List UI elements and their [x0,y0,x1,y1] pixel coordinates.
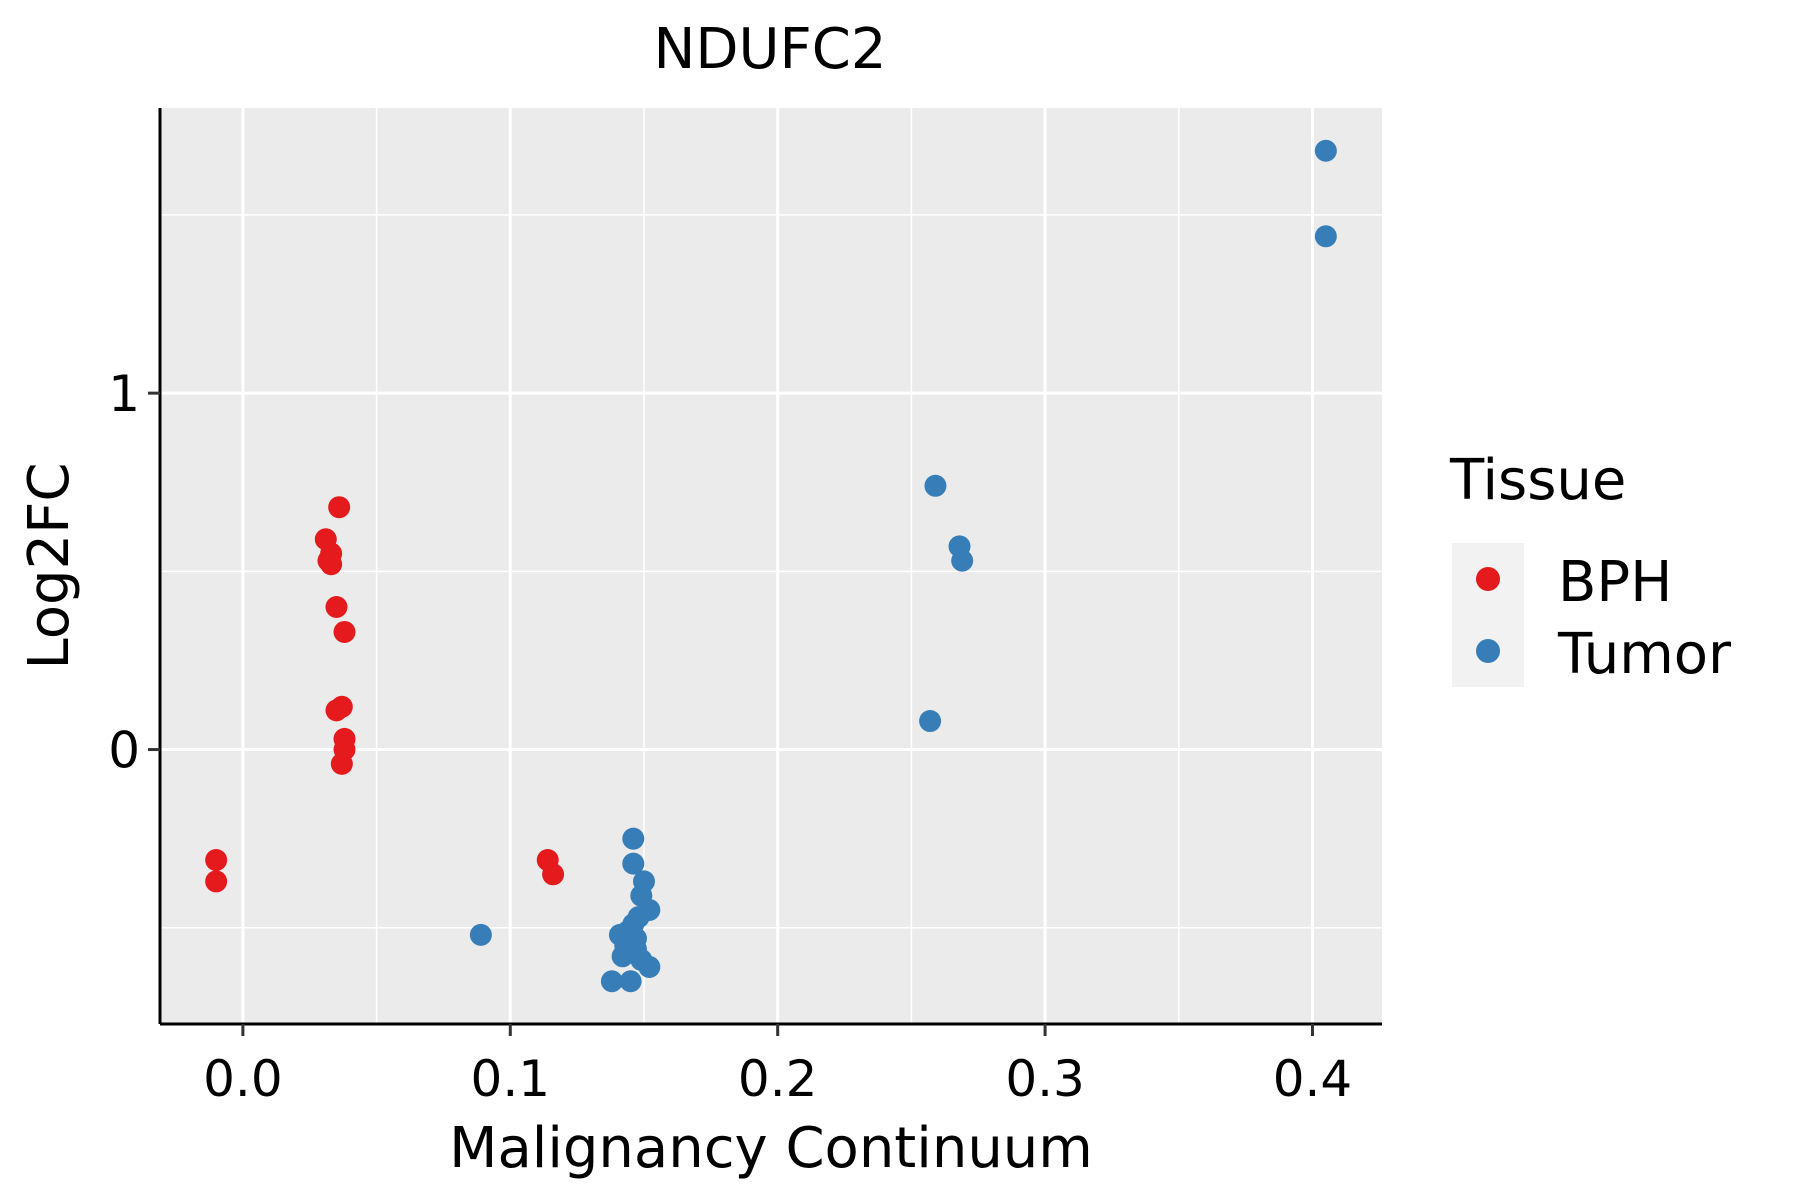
x-axis-title: Malignancy Continuum [449,1116,1093,1181]
points [205,139,1337,993]
point-bph [205,849,228,872]
y-ticks: 01 [108,365,160,780]
point-tumor [1314,225,1337,248]
point-bph [325,595,348,618]
point-bph [330,752,353,775]
x-ticks: 0.0 0.1 0.2 0.3 0.4 [203,1024,1352,1108]
point-tumor [919,710,942,733]
point-tumor [638,955,661,978]
point-bph [333,620,356,643]
point-tumor [622,827,645,850]
point-bph [205,870,228,893]
chart-title: NDUFC2 [654,17,887,82]
point-tumor [951,549,974,572]
plot-panel [160,108,1382,1024]
y-tick-label: 1 [108,365,140,423]
legend-dot-bph [1476,567,1500,591]
legend: Tissue BPH Tumor [1449,448,1732,687]
grid [160,108,1382,1024]
point-bph [328,496,351,519]
point-tumor [469,923,492,946]
legend-title: Tissue [1449,448,1626,513]
x-tick-label: 0.1 [471,1050,551,1108]
legend-dot-tumor [1476,639,1500,663]
point-tumor [600,970,623,993]
legend-label-tumor: Tumor [1557,622,1732,687]
x-tick-label: 0.2 [738,1050,818,1108]
point-tumor [1314,139,1337,162]
point-tumor [622,852,645,875]
point-tumor [611,945,634,968]
y-tick-label: 0 [108,722,140,780]
point-bph [325,699,348,722]
point-tumor [619,970,642,993]
point-bph [542,863,565,886]
y-axis-title: Log2FC [17,463,82,670]
point-bph [320,553,343,576]
point-tumor [924,474,947,497]
x-tick-label: 0.0 [203,1050,283,1108]
x-tick-label: 0.3 [1005,1050,1085,1108]
legend-label-bph: BPH [1558,550,1672,615]
x-tick-label: 0.4 [1273,1050,1353,1108]
